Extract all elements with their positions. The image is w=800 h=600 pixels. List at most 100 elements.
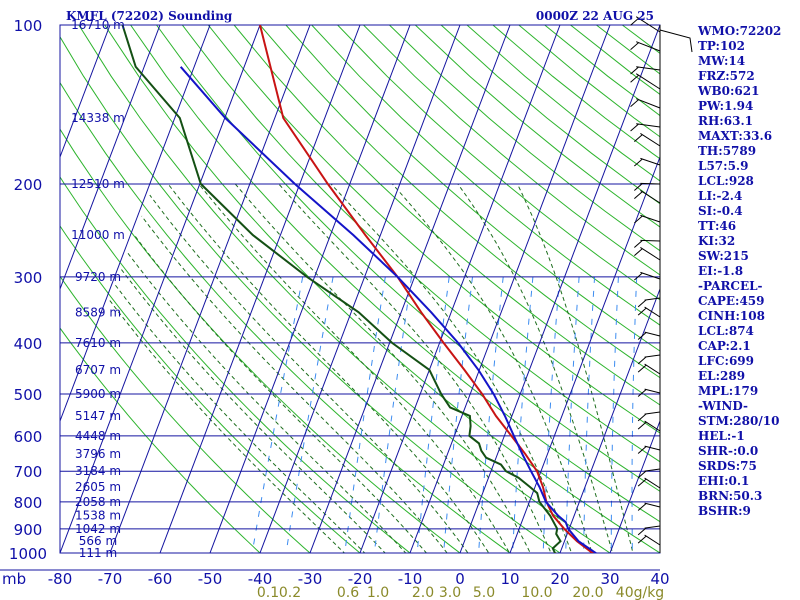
wind-barb-top xyxy=(659,29,693,53)
moist-adiabat xyxy=(108,298,346,553)
mixing-ratio-line xyxy=(583,276,596,553)
index-item: LI:-2.4 xyxy=(698,189,743,203)
wind-barb-flag xyxy=(634,215,643,224)
index-item: CAP:2.1 xyxy=(698,339,751,353)
moist-adiabat xyxy=(198,183,511,553)
wind-barb-flag xyxy=(637,356,647,365)
pressure-unit-label: mb xyxy=(2,570,26,588)
wind-barb-flag xyxy=(630,74,639,83)
dry-adiabat xyxy=(259,25,660,379)
moist-adiabat xyxy=(114,284,366,553)
wind-barbs xyxy=(630,16,693,553)
wind-barb-flag xyxy=(630,99,639,108)
wind-barb xyxy=(644,297,661,301)
wind-barb xyxy=(640,246,661,261)
wind-barb-flag xyxy=(637,413,647,422)
index-item: BRN:50.3 xyxy=(698,489,763,503)
valid-time: 0000Z 22 AUG 25 xyxy=(536,9,654,23)
height-label: 111 m xyxy=(79,546,117,560)
dry-adiabat xyxy=(60,327,261,553)
moist-adiabat xyxy=(133,234,428,553)
height-label: 2058 m xyxy=(75,495,121,509)
height-label: 8589 m xyxy=(75,305,121,319)
wind-barb xyxy=(636,98,661,109)
wind-barb xyxy=(644,363,661,375)
wind-barb-flag xyxy=(634,158,643,167)
wind-barb xyxy=(640,157,661,166)
temperature-tick-label: -70 xyxy=(98,570,123,588)
isotherm xyxy=(509,155,660,553)
wind-barb xyxy=(644,477,661,489)
pressure-tick-label: 300 xyxy=(14,269,43,287)
moist-adiabat xyxy=(391,183,593,553)
index-item: SI:-0.4 xyxy=(698,204,743,218)
dry-adiabat xyxy=(60,275,311,553)
height-label: 12510 m xyxy=(71,177,125,191)
index-item: TP:102 xyxy=(698,39,746,53)
index-item: HEL:-1 xyxy=(698,429,745,443)
index-item: BSHR:9 xyxy=(698,504,751,518)
index-item: LFC:699 xyxy=(698,354,754,368)
mixing-ratio-line xyxy=(631,276,638,553)
moist-adiabat xyxy=(234,183,531,553)
mixing-ratio-line xyxy=(478,276,504,553)
wind-barb-flag xyxy=(630,17,639,26)
moist-adiabat xyxy=(516,183,634,553)
temperature-tick-label: -20 xyxy=(348,570,373,588)
index-item: FRZ:572 xyxy=(698,69,755,83)
pressure-tick-label: 800 xyxy=(14,494,43,512)
index-item: L57:5.9 xyxy=(698,159,749,173)
temperature-tick-label: 0 xyxy=(455,570,465,588)
pressure-tick-label: 100 xyxy=(14,17,43,35)
mixing-ratio-label: 10.0 xyxy=(521,585,552,600)
temperature-tick-label: -80 xyxy=(48,570,73,588)
pressure-tick-label: 400 xyxy=(14,335,43,353)
wind-barb-flag xyxy=(630,42,639,51)
dry-adiabat xyxy=(181,25,660,463)
height-label: 566 m xyxy=(79,534,117,548)
pressure-tick-label: 200 xyxy=(14,176,43,194)
height-label: 7610 m xyxy=(75,336,121,350)
moist-adiabat xyxy=(167,183,490,553)
isotherm xyxy=(0,25,10,564)
wind-barb xyxy=(644,420,661,432)
index-item: SRDS:75 xyxy=(698,459,757,473)
wind-barb-flag xyxy=(637,332,647,340)
moist-adiabat xyxy=(330,183,573,553)
wind-barb xyxy=(635,73,661,90)
station-title: KMFL (72202) Sounding xyxy=(66,9,233,23)
wind-barb-flag xyxy=(637,470,647,479)
isotherm xyxy=(60,25,61,27)
mixing-ratio-line xyxy=(443,276,473,553)
dry-adiabat xyxy=(130,25,660,523)
wind-barb xyxy=(644,534,661,546)
mixing-ratio-label: 2.0 xyxy=(412,585,434,600)
mixing-ratio-label: 0.6 xyxy=(337,585,359,600)
wind-barb xyxy=(644,331,661,337)
isotherm xyxy=(209,25,411,553)
index-item: TH:5789 xyxy=(698,144,757,158)
mixing-ratio-line xyxy=(285,276,334,553)
height-label: 14338 m xyxy=(71,111,125,125)
mixing-ratio-label: 40g/kg xyxy=(616,585,664,600)
pressure-tick-label: 700 xyxy=(14,463,43,481)
mixing-ratio-line xyxy=(251,276,304,553)
wind-barb-flag xyxy=(634,191,643,200)
height-label: 3184 m xyxy=(75,464,121,478)
pressure-tick-label: 1000 xyxy=(9,545,47,563)
index-item: MW:14 xyxy=(698,54,746,68)
isotherm xyxy=(159,25,361,553)
index-item: EL:289 xyxy=(698,369,746,383)
temperature-tick-label: 20 xyxy=(550,570,569,588)
mixing-ratio-label: 5.0 xyxy=(473,585,495,600)
temperature-tick-label: 40 xyxy=(650,570,669,588)
index-item: EHI:0.1 xyxy=(698,474,750,488)
isotherm xyxy=(559,287,660,553)
wind-barb xyxy=(640,239,661,242)
index-item: SW:215 xyxy=(698,249,749,263)
temperature-tick-label: -30 xyxy=(298,570,323,588)
dry-adiabat xyxy=(156,25,660,492)
wind-barb-flag xyxy=(634,248,643,257)
